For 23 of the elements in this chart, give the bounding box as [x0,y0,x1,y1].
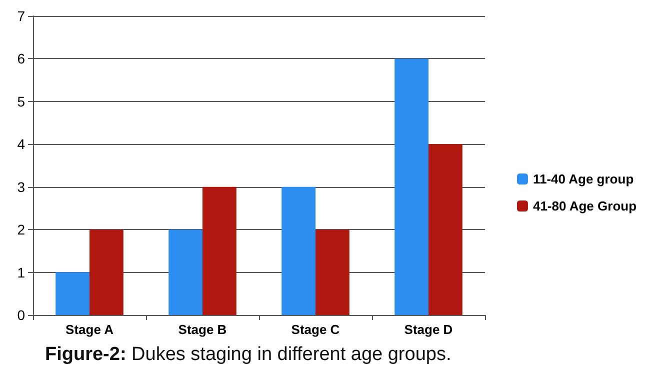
y-tick-label: 0 [17,307,26,323]
y-tick-label: 1 [17,264,26,280]
y-tick-label: 5 [17,93,26,110]
bar [202,186,236,315]
x-tick-label: Stage B [178,322,227,337]
bar [282,186,316,315]
bar [394,58,428,315]
y-tick-label: 4 [17,136,26,152]
y-tick-label: 2 [17,222,26,238]
bar [428,144,462,315]
y-tick-label: 3 [17,178,26,195]
bar [90,230,124,315]
x-tick-label: Stage C [291,322,340,337]
y-tick-label: 7 [17,8,26,24]
x-tick-label: Stage D [404,322,453,337]
text: Figure-2: Dukes staging in different age groups. [45,344,452,365]
legend-label: 41-80 Age Group [532,198,637,214]
x-tick-label: Stage A [66,322,114,337]
bar [316,230,350,315]
legend-label: 11-40 Age group [532,172,634,186]
y-tick-label: 6 [17,50,26,67]
bar [168,230,202,315]
bar [56,272,90,315]
